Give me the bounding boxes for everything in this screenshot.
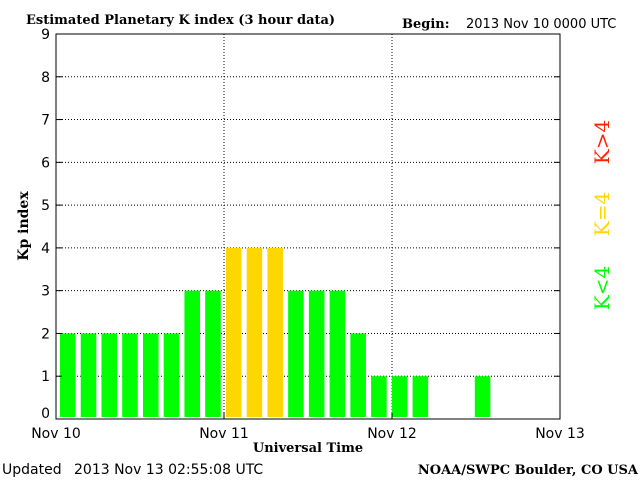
- y-tick-label: 4: [41, 241, 50, 257]
- kp-bar: [80, 333, 97, 417]
- kp-bar: [371, 376, 387, 417]
- y-tick-label: 8: [41, 70, 50, 86]
- y-tick-label: 7: [41, 113, 50, 129]
- y-tick-label: 9: [41, 27, 50, 43]
- kp-bar: [122, 333, 138, 417]
- kp-bar: [142, 333, 159, 417]
- y-tick-label: 0: [41, 406, 50, 422]
- kp-bar: [225, 247, 242, 417]
- chart-title: Estimated Planetary K index (3 hour data…: [26, 13, 335, 28]
- kp-bar: [267, 247, 283, 417]
- x-tick-label: Nov 12: [367, 426, 417, 442]
- begin-value: 2013 Nov 10 0000 UTC: [466, 17, 616, 32]
- kp-bar: [412, 376, 429, 417]
- updated-label: Updated: [2, 462, 62, 478]
- y-axis-label: Kp index: [16, 191, 32, 261]
- kp-bar: [60, 333, 76, 417]
- x-ticks: Nov 10 Nov 11 Nov 12 Nov 13: [31, 413, 585, 442]
- y-tick-label: 3: [41, 284, 50, 300]
- legend-k-below-4: K<4: [590, 266, 614, 310]
- kp-bar: [288, 290, 304, 417]
- legend-k-above-4: K>4: [590, 120, 614, 164]
- bars: [60, 247, 491, 417]
- kp-bar: [184, 290, 200, 417]
- x-axis-label: Universal Time: [253, 441, 363, 456]
- kp-bar: [391, 376, 408, 417]
- y-tick-label: 6: [41, 155, 50, 171]
- x-tick-label: Nov 13: [535, 426, 585, 442]
- source-credit: NOAA/SWPC Boulder, CO USA: [418, 463, 639, 478]
- kp-bar: [350, 333, 366, 417]
- y-ticks: 0 1 2 3 4 5 6 7 8 9: [41, 27, 560, 422]
- kp-bar: [308, 290, 325, 417]
- begin-label: Begin:: [402, 17, 450, 32]
- y-tick-label: 2: [41, 326, 50, 342]
- kp-bar: [205, 290, 221, 417]
- y-tick-label: 1: [41, 369, 50, 385]
- y-tick-label: 5: [41, 198, 50, 214]
- kp-bar: [474, 376, 491, 417]
- plot-frame: [55, 33, 561, 420]
- kp-bar: [246, 247, 263, 417]
- grid-lines: [56, 34, 560, 419]
- x-tick-label: Nov 11: [199, 426, 249, 442]
- updated-value: 2013 Nov 13 02:55:08 UTC: [74, 462, 263, 478]
- legend: K<4 K=4 K>4: [590, 120, 614, 310]
- kp-bar: [163, 333, 180, 417]
- kp-bar: [101, 333, 118, 417]
- x-tick-label: Nov 10: [31, 426, 81, 442]
- legend-k-equal-4: K=4: [590, 192, 614, 236]
- kp-bar: [329, 290, 346, 417]
